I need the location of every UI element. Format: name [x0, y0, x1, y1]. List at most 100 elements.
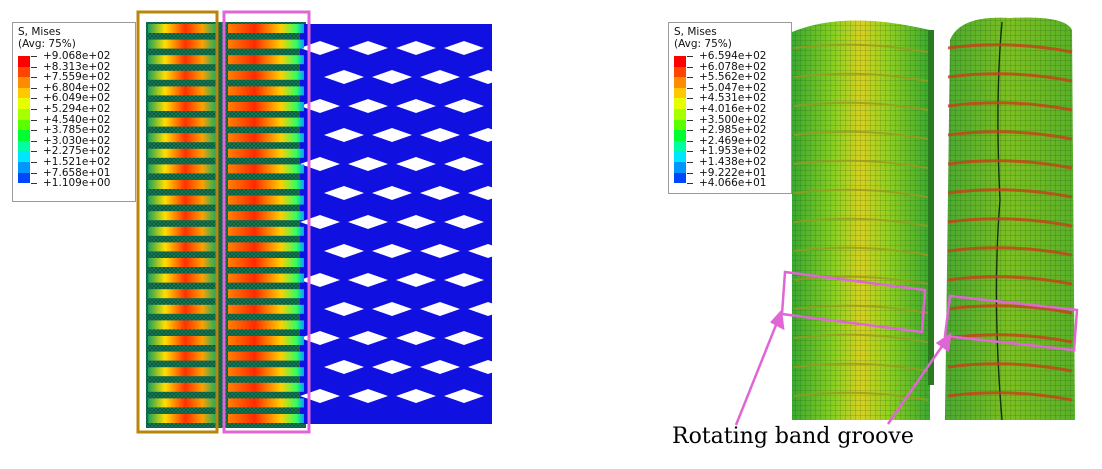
- right-legend-swatch: [674, 98, 686, 109]
- left-legend-tick: [31, 77, 37, 79]
- left-legend: S, Mises (Avg: 75%) +9.068e+02 +8.313e+02…: [12, 22, 136, 202]
- lattice-hole: [372, 302, 412, 316]
- stress-band: [228, 382, 304, 392]
- stress-band: [228, 351, 304, 361]
- stress-band: [228, 242, 304, 252]
- right-legend-tick: [687, 130, 693, 132]
- left-legend-tick: [31, 151, 37, 153]
- left-legend-swatch: [18, 77, 30, 88]
- lattice-hole: [348, 41, 388, 55]
- stress-band: [148, 133, 216, 143]
- lattice-hole: [420, 244, 460, 258]
- left-legend-value: +3.030e+02: [43, 134, 111, 147]
- stress-band: [228, 55, 304, 65]
- lattice-hole: [468, 128, 508, 142]
- stress-band: [228, 258, 304, 267]
- lattice-hole: [372, 360, 412, 374]
- stress-band: [148, 367, 216, 377]
- stress-band: [228, 39, 304, 49]
- left-legend-swatch: [18, 87, 30, 99]
- lattice-hole: [324, 186, 364, 200]
- right-legend-swatch: [674, 151, 686, 162]
- left-legend-value: +7.658e+01: [43, 166, 111, 179]
- left-legend-value: +9.068e+02: [43, 50, 111, 62]
- groove-line: [947, 43, 1073, 54]
- lattice-hole: [468, 360, 508, 374]
- lattice-hole: [372, 128, 412, 142]
- lattice-hole: [372, 70, 412, 84]
- right-legend-tick: [687, 162, 693, 163]
- right-legend-tick: [687, 77, 693, 79]
- right-legend-value: +6.078e+02: [699, 60, 767, 73]
- stress-band: [228, 304, 304, 314]
- stress-band: [148, 304, 216, 314]
- right-legend-swatch: [674, 66, 686, 78]
- groove-line: [947, 130, 1073, 141]
- mesh-base: [146, 22, 306, 428]
- stress-band: [228, 195, 304, 205]
- stress-band: [148, 273, 216, 283]
- groove-line: [947, 188, 1073, 199]
- col1-groove-bands: [793, 43, 929, 401]
- groove-line: [947, 101, 1073, 112]
- lattice-hole: [420, 186, 460, 200]
- groove-line: [947, 159, 1073, 170]
- right-legend-value: +4.531e+02: [699, 92, 767, 105]
- left-fe-model: [136, 10, 508, 434]
- groove-line: [793, 130, 929, 140]
- lattice-hole: [444, 215, 484, 229]
- left-legend-value: +5.294e+02: [43, 103, 111, 115]
- left-legend-value: +6.804e+02: [43, 81, 111, 94]
- left-legend-swatch: [18, 151, 30, 162]
- lattice-hole: [396, 99, 436, 113]
- left-legend-value: +6.049e+02: [43, 92, 111, 105]
- stress-band: [148, 39, 216, 49]
- left-legend-swatch: [18, 98, 30, 109]
- lattice-hole: [468, 244, 508, 258]
- right-legend-value: +5.562e+02: [699, 71, 767, 84]
- right-panel: S, Mises (Avg: 75%) +6.594e+02 +6.078e+02…: [540, 0, 1102, 469]
- left-legend-value: +3.785e+02: [43, 124, 111, 137]
- stress-band: [228, 86, 304, 96]
- right-legend-value: +5.047e+02: [699, 81, 767, 94]
- groove-line: [793, 101, 929, 111]
- lattice-hole: [324, 360, 364, 374]
- stress-band: [148, 117, 216, 127]
- stress-band: [148, 289, 216, 299]
- lattice-hole: [348, 99, 388, 113]
- left-legend-tick: [31, 109, 37, 110]
- lattice-hole: [420, 70, 460, 84]
- left-legend-tick: [31, 183, 37, 185]
- lattice-hole: [468, 70, 508, 84]
- left-legend-tick: [31, 56, 37, 57]
- left-legend-tick: [31, 140, 37, 142]
- right-legend-tick: [687, 151, 693, 153]
- stress-band: [148, 226, 216, 236]
- right-legend-value: +1.438e+02: [699, 156, 767, 168]
- stress-band: [148, 320, 216, 330]
- stress-band: [228, 226, 304, 236]
- rotating-band-groove-label: Rotating band groove: [672, 424, 914, 449]
- lattice-hole: [324, 128, 364, 142]
- right-legend-swatch: [674, 172, 686, 184]
- left-legend-tick: [31, 162, 37, 163]
- lattice-hole: [468, 186, 508, 200]
- right-legend-swatch: [674, 162, 686, 173]
- left-legend-swatch: [18, 172, 30, 184]
- right-legend-value: +2.469e+02: [699, 134, 767, 147]
- right-legend-tick: [687, 109, 693, 110]
- right-legend-value: +6.594e+02: [699, 50, 767, 62]
- right-legend-value: +1.953e+02: [699, 145, 767, 158]
- stress-band: [228, 102, 304, 111]
- stress-band: [148, 211, 216, 221]
- groove-highlight-box-right-1: [780, 270, 927, 334]
- left-legend-value: +4.540e+02: [43, 113, 111, 126]
- stress-band: [148, 382, 216, 392]
- lattice-hole: [444, 331, 484, 345]
- col2-groove-bands: [947, 43, 1073, 402]
- groove-line: [793, 304, 929, 314]
- right-legend-tick: [687, 87, 693, 89]
- lattice-hole: [348, 215, 388, 229]
- groove-line: [793, 72, 929, 82]
- stress-band: [228, 180, 304, 189]
